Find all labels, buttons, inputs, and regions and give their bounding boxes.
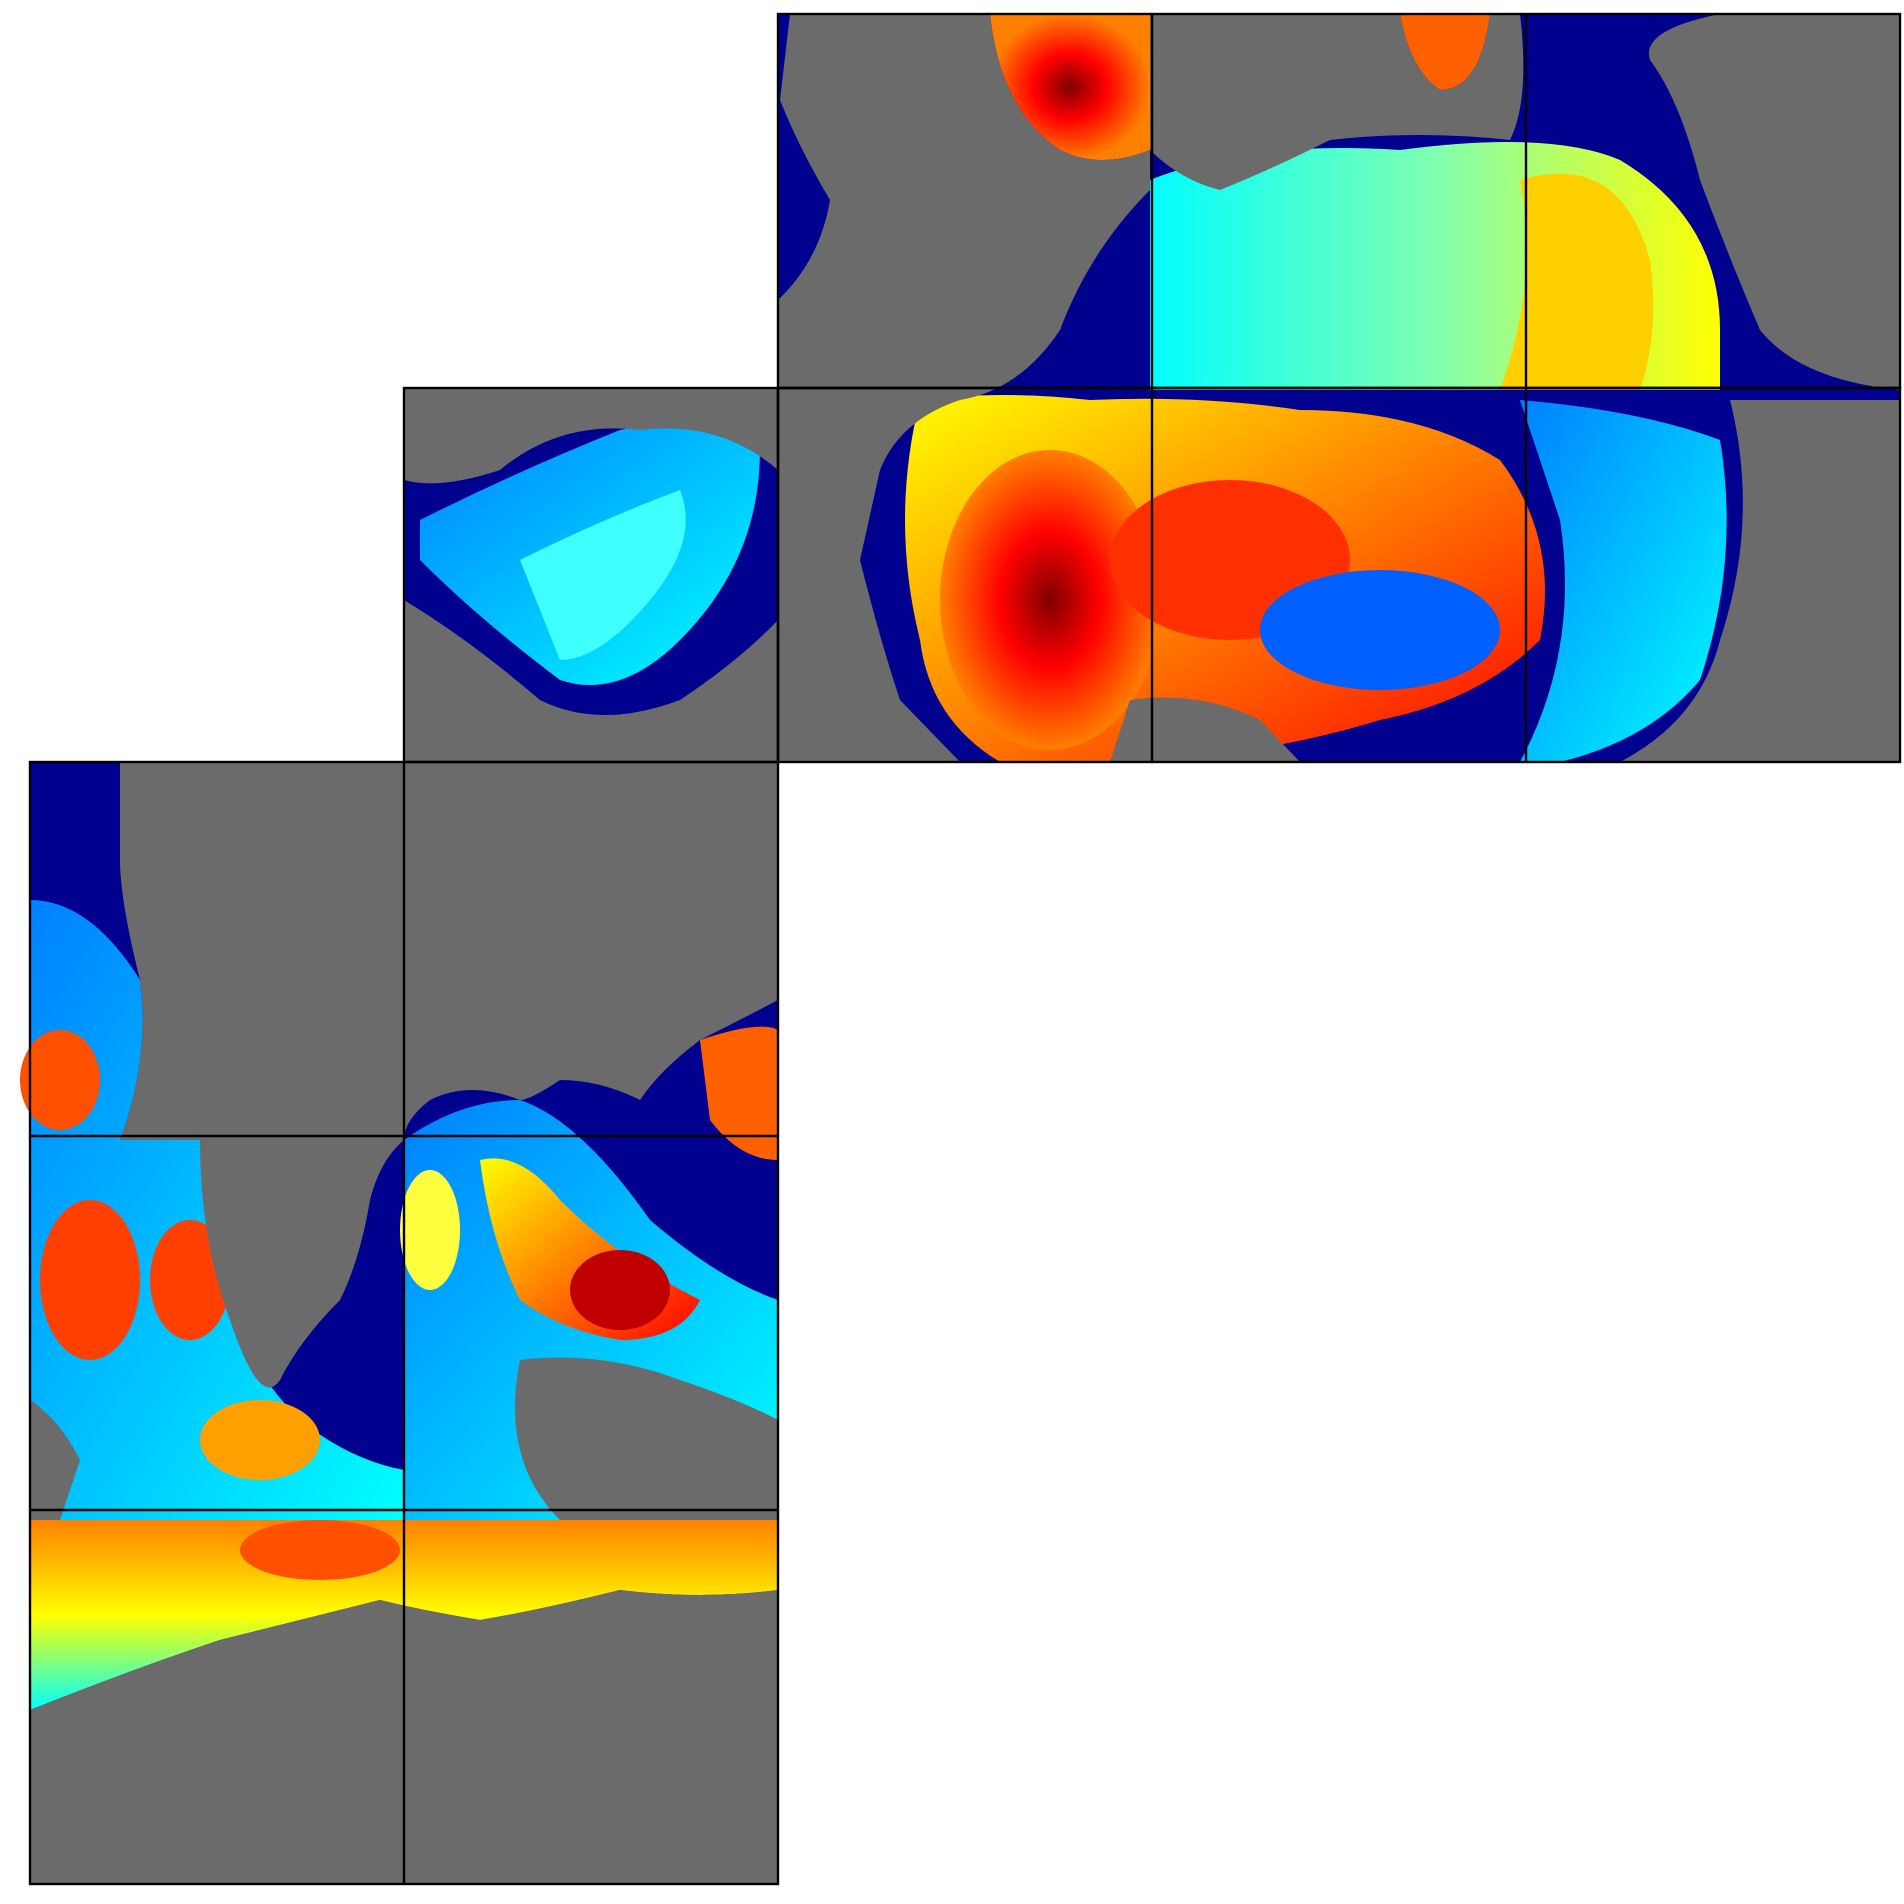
field-indian-yellow [400,1170,460,1290]
field-southern-ocean [30,1520,778,1710]
upper-panel [778,14,1900,762]
land-americas-south-tip [30,1400,80,1520]
land-eurasia-africa [120,762,778,1388]
field-top-right-hot [1400,14,1490,90]
field-atlantic-warm-2 [150,1220,230,1340]
field-atlantic-warm-4 [200,1400,320,1480]
field-atlantic-warm-3 [20,1030,100,1130]
field-east-yellow [1500,173,1654,390]
field-eastern-band [1520,400,1727,762]
tile-grid [28,12,1902,1886]
field-mid-band-light [520,490,686,660]
land-mid-top [404,389,778,484]
land-east-lower [1620,400,1900,762]
land-greenland-asia [1150,14,1524,190]
land-eurasia-east [1648,14,1900,390]
field-southern-hot [240,1520,400,1580]
middle-left-panel [404,389,778,762]
land-australia [515,1357,778,1520]
field-top-hot [990,14,1150,160]
land-south-islands [1110,697,1300,762]
land-mid-bottom [404,600,778,762]
field-west-pacific [700,1026,778,1160]
field-pacific-core [940,450,1160,750]
lower-panel [20,762,778,1884]
field-indian-hot [570,1250,670,1330]
field-atlantic-warm-1 [40,1200,140,1360]
field-pacific-cool [1260,570,1500,690]
